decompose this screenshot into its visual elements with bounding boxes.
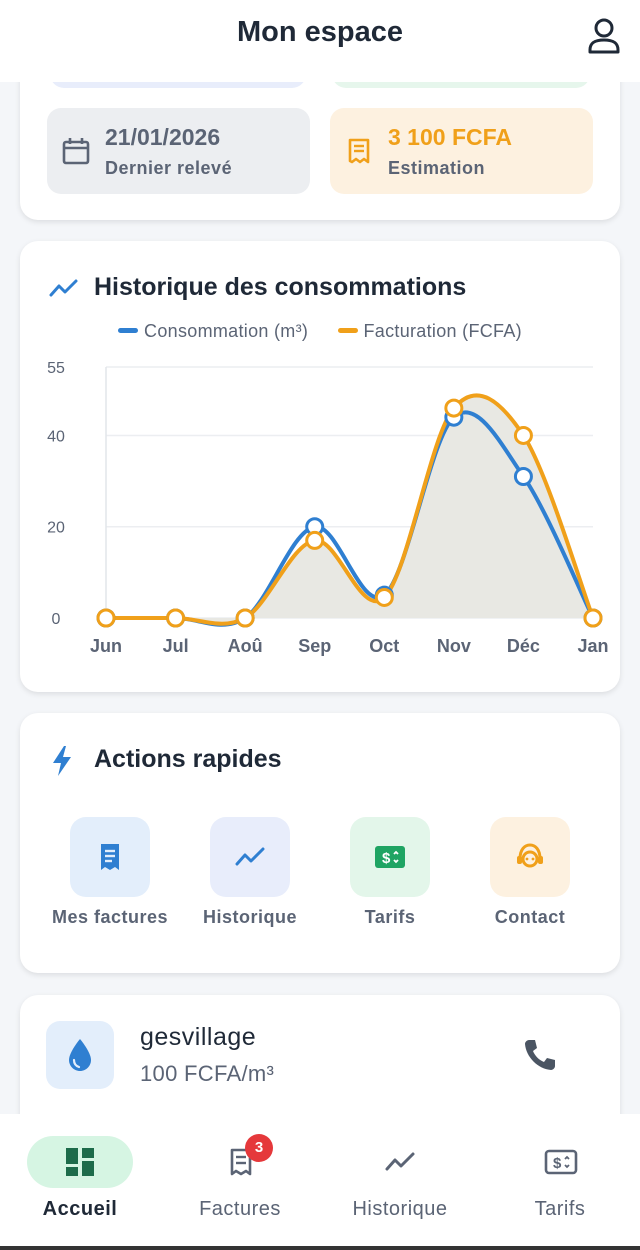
person-outline-icon — [588, 18, 620, 54]
data-point — [444, 398, 464, 418]
support-agent-icon — [517, 843, 543, 868]
x-tick-label: Nov — [437, 636, 471, 656]
x-tick-label: Jan — [577, 636, 608, 656]
svg-text:$: $ — [553, 1155, 562, 1172]
nav-item-history[interactable]: Historique — [320, 1136, 480, 1221]
svg-text:$: $ — [382, 850, 391, 867]
legend-swatch — [118, 327, 139, 333]
estimate-tile: 3 100 FCFA Estimation — [330, 108, 593, 194]
water-drop-icon — [69, 1039, 91, 1071]
provider-icon-box — [46, 1021, 114, 1089]
x-tick-label: Aoû — [228, 636, 263, 656]
action-label: Contact — [494, 907, 566, 927]
dollar-bill-icon: $ — [544, 1149, 578, 1175]
calendar-icon — [62, 138, 90, 165]
legend-label: Facturation (FCFA) — [363, 321, 522, 341]
chart-legend: Consommation (m³) Facturation (FCFA) — [20, 321, 620, 342]
chart-title: Historique des consommations — [94, 273, 467, 301]
estimate-label: Estimation — [388, 158, 486, 178]
bolt-icon — [53, 746, 71, 776]
action-my-invoices[interactable]: Mes factures — [40, 817, 180, 928]
quick-actions-title: Actions rapides — [94, 745, 282, 773]
data-point — [374, 587, 394, 607]
nav-indicator: $ — [507, 1136, 613, 1188]
series-area — [106, 395, 593, 624]
data-point — [166, 608, 186, 628]
provider-name: gesvillage — [140, 1023, 257, 1051]
bottom-navigation: Accueil 3 Factures Historique $ — [0, 1114, 640, 1250]
legend-label: Consommation (m³) — [144, 321, 309, 341]
nav-item-home[interactable]: Accueil — [0, 1136, 160, 1221]
nav-label: Tarifs — [534, 1198, 586, 1220]
data-point — [513, 467, 533, 487]
x-tick-label: Oct — [369, 636, 399, 656]
receipt-icon — [348, 138, 370, 164]
trending-up-icon — [49, 279, 78, 297]
action-label: Tarifs — [364, 907, 416, 927]
data-point — [96, 608, 116, 628]
x-tick-label: Jul — [163, 636, 189, 656]
action-label: Historique — [202, 907, 297, 927]
y-tick-label: 55 — [47, 360, 65, 377]
x-tick-label: Sep — [298, 636, 331, 656]
app-bar: Mon espace — [0, 0, 640, 82]
invoice-count-badge: 3 — [245, 1134, 273, 1162]
estimate-value: 3 100 FCFA — [388, 124, 512, 150]
action-icon-box: $ — [350, 817, 430, 897]
trending-up-icon — [235, 847, 265, 866]
last-reading-label: Dernier relevé — [105, 158, 233, 178]
action-contact[interactable]: Contact — [460, 817, 600, 928]
action-icon-box — [210, 817, 290, 897]
home-indicator — [0, 1246, 640, 1250]
nav-label: Historique — [352, 1198, 448, 1220]
receipt-icon — [101, 844, 119, 870]
action-label: Mes factures — [51, 907, 169, 927]
consumption-chart: 0 20 40 55 Jun Jul Aoû Sep Oct Nov Déc Jan — [47, 360, 608, 656]
dollar-bill-icon: $ — [375, 846, 405, 868]
legend-swatch — [337, 327, 358, 333]
phone-icon — [525, 1040, 555, 1070]
legend-item-billing: Facturation (FCFA) — [337, 321, 522, 342]
consumption-history-card: Historique des consommations Consommatio… — [20, 241, 620, 692]
nav-item-tariffs[interactable]: $ Tarifs — [480, 1136, 640, 1221]
trending-up-icon — [385, 1152, 415, 1171]
profile-button[interactable] — [586, 16, 622, 56]
quick-actions-card: Actions rapides Mes factures Historique … — [20, 713, 620, 973]
action-tariffs[interactable]: $ Tarifs — [320, 817, 460, 928]
data-point — [235, 608, 255, 628]
x-tick-label: Jun — [90, 636, 122, 656]
data-point — [513, 425, 533, 445]
nav-indicator — [27, 1136, 133, 1188]
nav-indicator: 3 — [187, 1134, 293, 1188]
nav-label: Factures — [199, 1198, 281, 1220]
data-point — [305, 530, 325, 550]
call-button[interactable] — [520, 1035, 560, 1075]
legend-item-consumption: Consommation (m³) — [118, 321, 308, 342]
last-reading-value: 21/01/2026 — [105, 124, 221, 150]
provider-price: 100 FCFA/m³ — [140, 1061, 275, 1086]
dashboard-icon — [66, 1148, 94, 1176]
nav-indicator — [347, 1136, 453, 1188]
y-tick-label: 0 — [52, 611, 61, 628]
provider-card[interactable]: gesvillage 100 FCFA/m³ — [20, 995, 620, 1135]
page-title: Mon espace — [237, 16, 403, 48]
action-icon-box — [490, 817, 570, 897]
nav-item-invoices[interactable]: 3 Factures — [160, 1134, 320, 1221]
y-tick-label: 20 — [47, 520, 65, 537]
action-history[interactable]: Historique — [180, 817, 320, 928]
data-point — [583, 608, 603, 628]
last-reading-tile: 21/01/2026 Dernier relevé — [47, 108, 310, 194]
y-tick-label: 40 — [47, 428, 65, 445]
nav-label: Accueil — [42, 1198, 118, 1220]
action-icon-box — [70, 817, 150, 897]
x-tick-label: Déc — [507, 636, 540, 656]
